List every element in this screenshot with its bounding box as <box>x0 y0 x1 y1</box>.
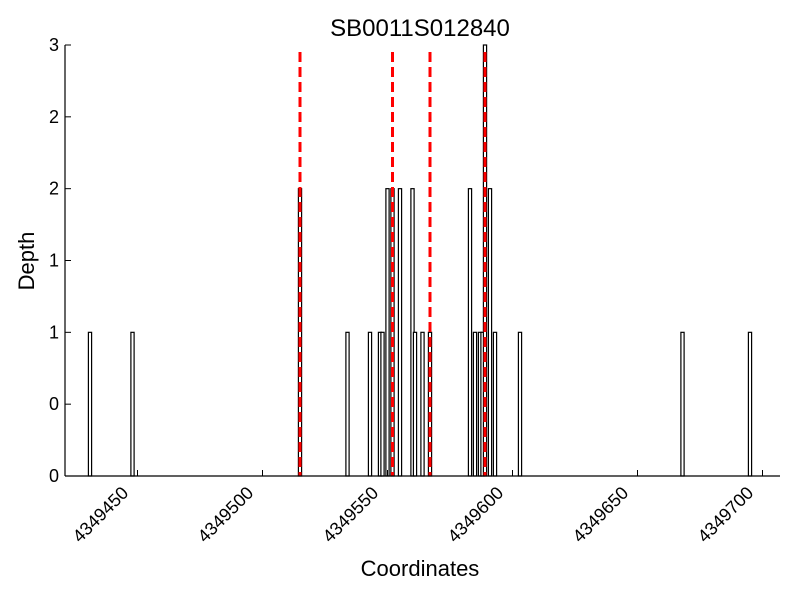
x-axis-label: Coordinates <box>361 556 480 581</box>
bars-group <box>87 44 753 477</box>
bar <box>412 331 418 477</box>
y-tick-label: 0 <box>49 394 59 414</box>
bar <box>482 44 488 477</box>
bar <box>487 188 493 477</box>
x-tick-label: 4349600 <box>444 483 508 547</box>
markers-group <box>298 52 487 476</box>
bar <box>367 331 373 477</box>
bar <box>467 188 473 477</box>
x-ticks-group: 4349450 4349500 4349550 4349600 4349650 43497… <box>69 470 763 546</box>
y-tick-label: 0 <box>49 466 59 486</box>
y-tick-label: 3 <box>49 35 59 55</box>
x-tick-label: 4349650 <box>569 483 633 547</box>
x-tick-label: 4349700 <box>694 483 758 547</box>
bar <box>397 188 403 477</box>
x-tick-label: 4349450 <box>69 483 133 547</box>
bar <box>385 188 390 477</box>
chart-title: SB0011S012840 <box>330 15 510 42</box>
y-ticks-group: 0 0 1 1 2 2 3 <box>49 35 71 486</box>
x-tick-label: 4349500 <box>194 483 258 547</box>
y-axis-label: Depth <box>14 232 39 291</box>
y-tick-label: 1 <box>49 322 59 342</box>
bar <box>380 331 385 477</box>
y-tick-label: 2 <box>49 179 59 199</box>
bar <box>130 331 135 477</box>
bar <box>747 331 753 477</box>
bar <box>517 331 523 477</box>
bar <box>345 331 350 477</box>
bar <box>87 331 93 477</box>
x-tick-label: 4349550 <box>319 483 383 547</box>
y-tick-label: 1 <box>49 251 59 271</box>
bar <box>680 331 685 477</box>
bar <box>492 331 498 477</box>
bar <box>420 331 425 477</box>
bar <box>472 331 478 477</box>
y-tick-label: 2 <box>49 107 59 127</box>
